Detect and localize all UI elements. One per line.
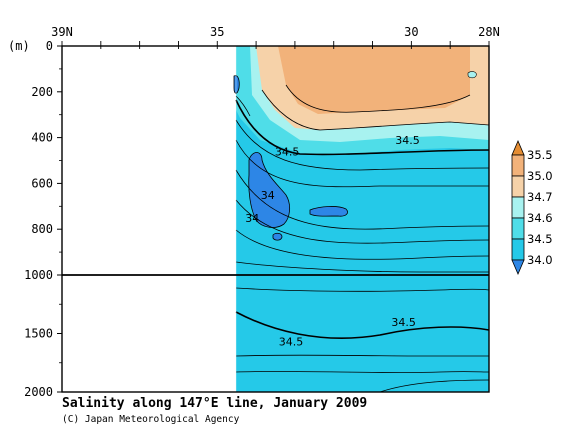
x-tick-label: 30 xyxy=(404,25,418,39)
legend-band xyxy=(511,196,525,219)
y-axis-unit: (m) xyxy=(8,39,30,53)
contour-label: 34.5 xyxy=(279,336,304,349)
legend-level-label: 34.7 xyxy=(527,190,553,204)
credit-text: (C) Japan Meteorological Agency xyxy=(62,414,240,425)
contour-label: 34 xyxy=(261,189,275,202)
contour-label: 34.5 xyxy=(275,145,300,158)
legend-level-label: 35.0 xyxy=(527,169,553,183)
y-tick-label: 600 xyxy=(31,176,53,190)
plot-frame xyxy=(61,45,490,393)
y-tick-label: 0 xyxy=(46,39,53,53)
low-salinity-patch xyxy=(248,152,290,228)
chart-title: Salinity along 147°E line, January 2009 xyxy=(62,396,367,411)
legend-band xyxy=(511,238,525,261)
small-patch xyxy=(467,71,477,79)
legend-arrow-bottom xyxy=(511,259,525,276)
low-salinity-patch xyxy=(272,232,283,241)
plot-area xyxy=(62,46,489,392)
legend-band xyxy=(511,217,525,240)
legend-level-label: 34.6 xyxy=(527,211,553,225)
contour-label: 34.5 xyxy=(395,134,420,147)
core-water-fill xyxy=(278,46,470,114)
contour-label: 34 xyxy=(245,212,259,225)
y-tick-label: 2000 xyxy=(24,385,53,399)
x-axis: 39N 35 30 28N xyxy=(51,25,500,49)
y-tick-label: 400 xyxy=(31,131,53,145)
y-tick-label: 200 xyxy=(31,85,53,99)
legend-band xyxy=(511,175,525,198)
x-tick-label: 39N xyxy=(51,25,73,39)
color-legend: 35.5 35.0 34.7 34.6 34.5 34.0 xyxy=(511,139,553,276)
contour-label: 34.5 xyxy=(391,316,416,329)
legend-level-label: 35.5 xyxy=(527,148,553,162)
legend-level-label: 34.5 xyxy=(527,232,553,246)
y-tick-label: 1500 xyxy=(24,327,53,341)
low-salinity-patch xyxy=(233,75,240,94)
legend-arrow-top xyxy=(511,139,525,156)
x-tick-label: 28N xyxy=(478,25,500,39)
water-column-edge xyxy=(235,46,489,392)
legend-level-label: 34.0 xyxy=(527,253,553,267)
legend-band xyxy=(511,154,525,177)
low-salinity-patch xyxy=(309,206,348,217)
x-tick-label: 35 xyxy=(210,25,224,39)
y-tick-label: 800 xyxy=(31,222,53,236)
y-tick-label: 1000 xyxy=(24,268,53,282)
y-axis: (m) 0 200 400 600 800 1000 1500 2000 xyxy=(8,39,62,399)
contour-lines xyxy=(235,84,489,392)
